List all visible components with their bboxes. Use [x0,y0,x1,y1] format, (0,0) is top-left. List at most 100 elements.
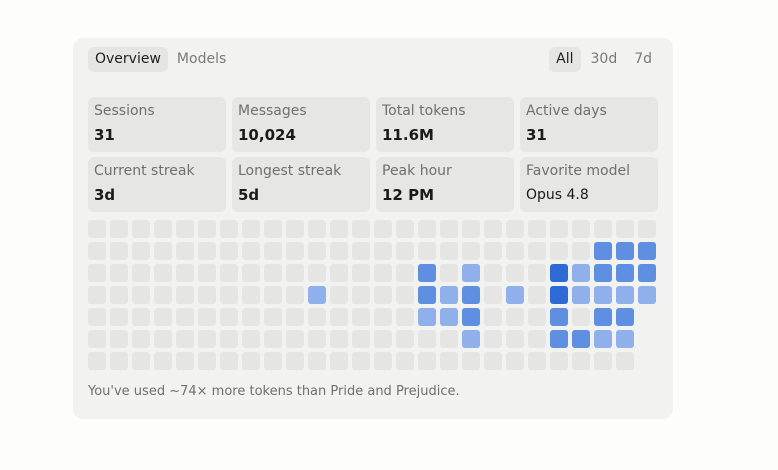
heatmap-cell [572,286,590,304]
heatmap-cell [528,352,546,370]
heatmap-cell [308,286,326,304]
stat-messages: Messages 10,024 [232,97,370,152]
heatmap-cell [220,264,238,282]
heatmap-cell [528,264,546,282]
heatmap-cell [286,220,304,238]
heatmap-cell [506,220,524,238]
heatmap-cell [396,352,414,370]
heatmap-cell [440,242,458,260]
heatmap-cell [242,352,260,370]
heatmap-cell [638,308,656,326]
heatmap-cell [88,352,106,370]
stat-value: 12 PM [382,186,435,204]
heatmap-cell [550,264,568,282]
heatmap-cell [132,308,150,326]
heatmap-cell [308,308,326,326]
heatmap-cell [440,352,458,370]
heatmap-cell [550,220,568,238]
heatmap-cell [132,286,150,304]
heatmap-cell [264,264,282,282]
stat-value: 5d [238,186,260,204]
heatmap-cell [572,264,590,282]
heatmap-cell [176,308,194,326]
heatmap-cell [484,352,502,370]
heatmap-cell [286,264,304,282]
heatmap-cell [374,242,392,260]
stat-label: Total tokens [382,103,466,119]
heatmap-cell [88,242,106,260]
heatmap-cell [572,242,590,260]
heatmap-cell [330,264,348,282]
usage-comparison-note: You've used ~74× more tokens than Pride … [88,384,460,399]
heatmap-cell [110,220,128,238]
heatmap-cell [374,220,392,238]
heatmap-cell [264,308,282,326]
heatmap-cell [110,352,128,370]
heatmap-cell [550,352,568,370]
heatmap-cell [506,330,524,348]
heatmap-cell [220,286,238,304]
heatmap-cell [616,308,634,326]
heatmap-cell [88,220,106,238]
heatmap-cell [462,330,480,348]
heatmap-cell [440,308,458,326]
heatmap-cell [352,286,370,304]
heatmap-cell [550,308,568,326]
heatmap-cell [132,242,150,260]
heatmap-cell [242,286,260,304]
heatmap-cell [506,242,524,260]
heatmap-cell [484,220,502,238]
heatmap-cell [418,220,436,238]
heatmap-cell [396,264,414,282]
heatmap-cell [440,286,458,304]
heatmap-cell [352,264,370,282]
heatmap-cell [330,220,348,238]
stats-grid: Sessions 31 Messages 10,024 Total tokens… [88,97,658,212]
heatmap-cell [242,330,260,348]
heatmap-cell [638,264,656,282]
heatmap-cell [308,264,326,282]
heatmap-cell [176,330,194,348]
heatmap-cell [176,264,194,282]
range-all[interactable]: All [549,47,581,72]
tab-models[interactable]: Models [176,51,227,67]
heatmap-cell [528,286,546,304]
heatmap-cell [154,352,172,370]
range-30d[interactable]: 30d [590,51,618,67]
heatmap-cell [198,308,216,326]
heatmap-cell [88,264,106,282]
range-7d[interactable]: 7d [634,51,652,67]
heatmap-cell [352,220,370,238]
view-tabs: Overview Models [88,47,233,72]
heatmap-cell [528,330,546,348]
heatmap-cell [198,286,216,304]
heatmap-cell [550,286,568,304]
heatmap-cell [132,352,150,370]
heatmap-cell [308,220,326,238]
heatmap-cell [594,330,612,348]
heatmap-cell [550,330,568,348]
stat-label: Longest streak [238,163,342,179]
stat-value: 11.6M [382,126,434,144]
heatmap-cell [396,286,414,304]
heatmap-cell [374,352,392,370]
heatmap-cell [484,242,502,260]
stat-label: Current streak [94,163,195,179]
heatmap-cell [528,308,546,326]
range-tabs: All 30d 7d [549,47,659,72]
heatmap-cell [110,242,128,260]
heatmap-cell [462,286,480,304]
heatmap-cell [616,242,634,260]
heatmap-cell [594,264,612,282]
heatmap-cell [462,352,480,370]
tab-overview[interactable]: Overview [88,47,168,72]
stat-value: 3d [94,186,116,204]
heatmap-cell [264,286,282,304]
stat-value: 31 [94,126,115,144]
heatmap-cell [132,330,150,348]
heatmap-cell [594,352,612,370]
heatmap-cell [132,220,150,238]
heatmap-cell [484,286,502,304]
heatmap-cell [418,330,436,348]
heatmap-cell [154,220,172,238]
